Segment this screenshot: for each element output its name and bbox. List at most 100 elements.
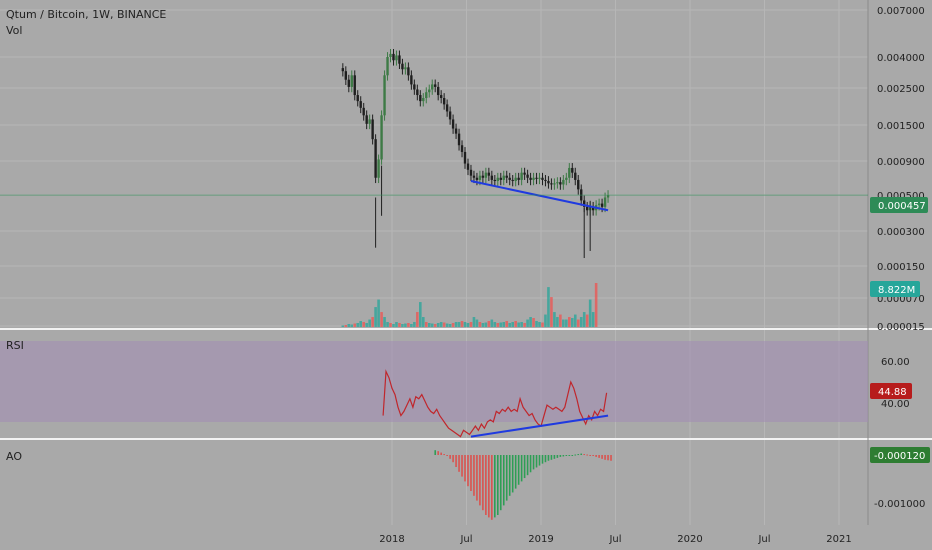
- volume-bar: [457, 322, 461, 327]
- price-tick-label: 0.002500: [877, 84, 925, 95]
- candle-body: [559, 182, 562, 185]
- volume-bar: [436, 323, 440, 327]
- volume-bar: [430, 323, 434, 327]
- volume-legend[interactable]: Vol: [6, 24, 22, 37]
- price-axis[interactable]: [868, 0, 932, 550]
- candle-body: [341, 68, 345, 72]
- ao-bar: [491, 455, 493, 520]
- ao-bar: [476, 455, 478, 501]
- ao-bar: [610, 455, 612, 461]
- current-volume-value: 8.822M: [878, 285, 915, 296]
- rsi-legend[interactable]: RSI: [6, 339, 24, 352]
- candle-body: [439, 95, 443, 99]
- candle-body: [428, 89, 431, 93]
- volume-bar: [371, 317, 374, 327]
- volume-bar: [570, 318, 574, 327]
- candle-body: [434, 84, 437, 87]
- time-tick-label: Jul: [757, 534, 770, 545]
- ao-bar: [535, 455, 538, 468]
- ao-bar: [580, 453, 583, 455]
- volume-bar: [460, 321, 464, 327]
- ao-bar: [577, 454, 580, 456]
- candle-body: [541, 177, 544, 180]
- candle-body: [353, 75, 356, 96]
- volume-bar: [386, 322, 389, 327]
- ao-bar: [434, 450, 437, 455]
- volume-bar: [538, 322, 541, 327]
- candle-body: [529, 177, 532, 180]
- ao-bar: [553, 455, 556, 459]
- candle-body: [606, 195, 610, 198]
- volume-bar: [499, 322, 503, 327]
- volume-bar: [547, 287, 550, 327]
- candle-body: [374, 139, 377, 178]
- candle-body: [392, 53, 395, 61]
- candle-body: [460, 145, 464, 152]
- candle-body: [511, 179, 514, 182]
- volume-bar: [544, 314, 547, 327]
- ao-bar: [574, 454, 577, 456]
- volume-bar: [532, 318, 535, 327]
- ao-bar: [449, 455, 451, 459]
- volume-bar: [347, 324, 351, 327]
- trendlines: [470, 180, 609, 438]
- ao-bar: [452, 455, 454, 463]
- price-candles: [341, 48, 610, 259]
- candle-body: [487, 172, 491, 176]
- ao-bar: [514, 455, 517, 489]
- candle-body: [377, 159, 380, 178]
- price-tick-label: 0.000500: [877, 191, 925, 202]
- price-tick-label: 0.004000: [877, 53, 925, 64]
- candle-body: [413, 84, 416, 90]
- volume-bar: [484, 322, 488, 327]
- price-pane[interactable]: [0, 0, 868, 328]
- volume-bar: [424, 322, 428, 327]
- time-axis[interactable]: [0, 525, 868, 550]
- volume-bar: [407, 323, 410, 327]
- candle-body: [490, 175, 494, 180]
- volume-bar: [556, 317, 559, 327]
- candle-body: [466, 163, 470, 170]
- candle-body: [425, 92, 428, 99]
- ao-bar: [464, 455, 466, 482]
- candle-body: [585, 206, 589, 211]
- ao-bar: [604, 455, 606, 460]
- ao-tick-label: -0.001000: [874, 499, 925, 510]
- candle-body: [553, 183, 556, 185]
- volume-bar: [401, 324, 404, 327]
- candle-body: [416, 89, 419, 96]
- price-tick-label: 0.000070: [877, 294, 925, 305]
- ao-bar: [455, 455, 457, 467]
- ao-bar: [607, 455, 609, 461]
- ao-pane[interactable]: [0, 440, 868, 525]
- volume-bar: [344, 325, 348, 327]
- ao-legend[interactable]: AO: [6, 450, 22, 463]
- candle-body: [514, 177, 517, 182]
- candle-body: [389, 53, 392, 57]
- volume-bar: [585, 314, 589, 327]
- candle-body: [600, 203, 604, 207]
- price-axis-ticks: 0.007000 0.004000 0.002500 0.001500 0.000900…: [877, 6, 925, 333]
- candle-body: [457, 133, 461, 146]
- volume-bar: [374, 307, 377, 327]
- volume-bar: [383, 317, 386, 327]
- candle-body: [463, 151, 467, 164]
- ao-bar: [586, 454, 588, 456]
- volume-bar: [359, 321, 363, 327]
- rsi-band: [0, 341, 868, 422]
- time-tick-label: 2021: [826, 534, 851, 545]
- volume-bar: [568, 317, 571, 327]
- volume-bar: [490, 319, 494, 327]
- candle-body: [445, 104, 449, 112]
- volume-bar: [472, 317, 476, 327]
- volume-bar: [356, 323, 360, 327]
- ao-bar: [598, 455, 600, 458]
- ao-bar: [526, 455, 529, 476]
- volume-bar: [419, 302, 422, 327]
- symbol-legend[interactable]: Qtum / Bitcoin, 1W, BINANCE: [6, 8, 166, 21]
- volume-bar: [442, 322, 446, 327]
- volume-bar: [481, 323, 485, 327]
- ao-bar: [488, 455, 490, 518]
- candle-body: [520, 172, 523, 180]
